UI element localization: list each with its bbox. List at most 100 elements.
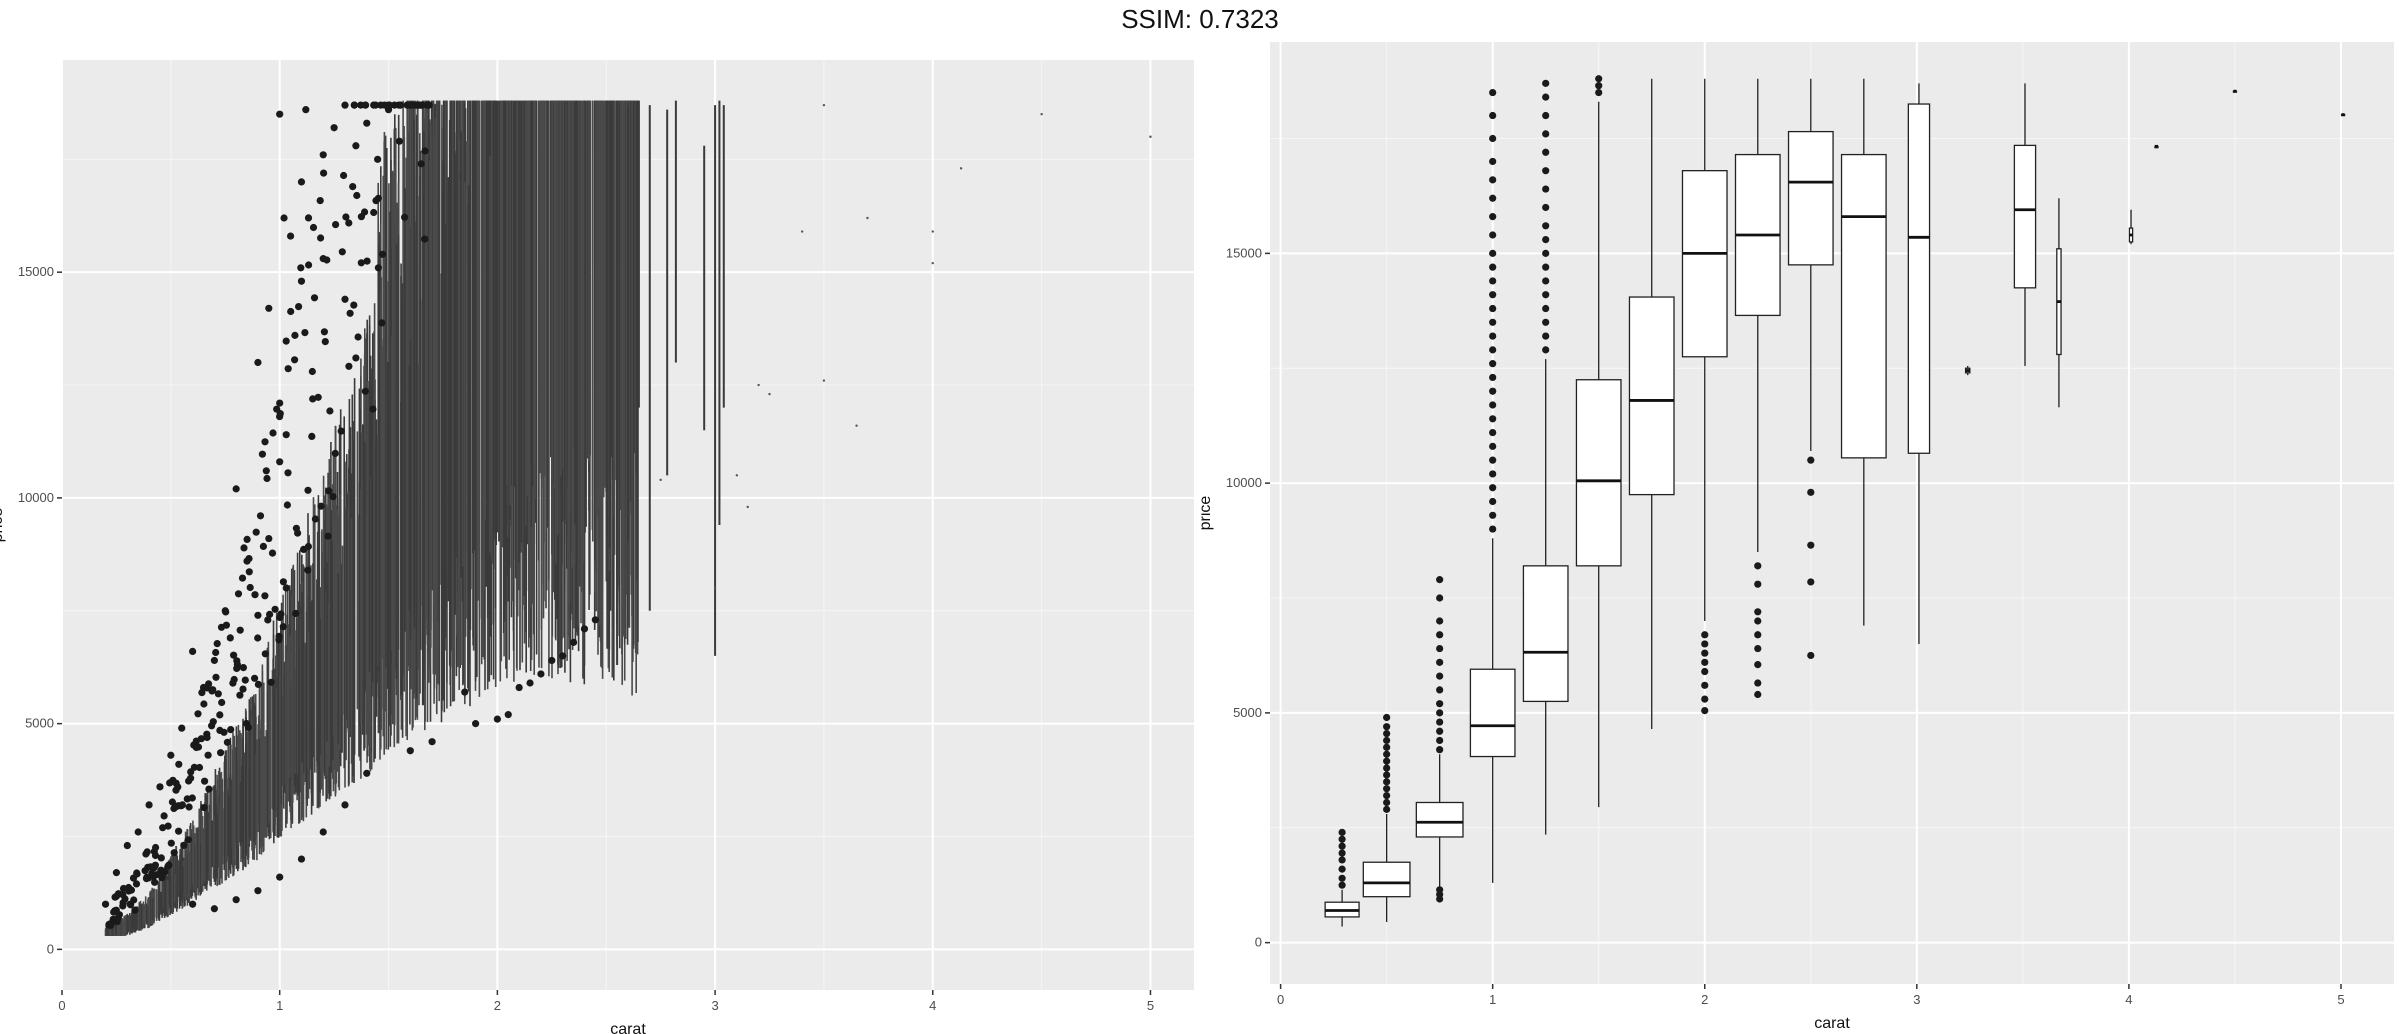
left-data-point	[164, 822, 172, 830]
left-data-point	[261, 438, 269, 446]
right-box-iqr	[1362, 861, 1411, 898]
right-box-outlier	[1383, 757, 1391, 765]
right-box-iqr	[1575, 379, 1622, 567]
right-box-group	[1522, 79, 1569, 835]
right-y-axis-title: price	[1200, 496, 1214, 531]
left-sparse-point	[959, 167, 963, 170]
right-box-group	[1681, 78, 1728, 715]
left-data-point	[245, 555, 253, 563]
left-data-point	[230, 651, 238, 659]
left-data-point	[580, 625, 589, 633]
left-data-point	[354, 333, 362, 341]
right-box-outlier	[1489, 249, 1497, 257]
left-data-point	[329, 493, 337, 501]
left-data-point	[292, 609, 300, 618]
left-data-point	[323, 256, 331, 264]
left-sparse-point	[1040, 112, 1043, 116]
left-data-point	[279, 623, 287, 631]
right-box-outlier	[1489, 360, 1497, 368]
right-box-outlier	[1489, 346, 1497, 354]
left-data-point	[362, 101, 370, 109]
right-box-iqr	[1628, 296, 1675, 496]
left-data-point	[326, 407, 334, 415]
left-data-point	[242, 719, 250, 728]
right-box-outlier	[1542, 318, 1550, 326]
left-data-point	[297, 277, 306, 285]
right-box-outlier	[1338, 881, 1346, 889]
right-box-outlier	[1383, 805, 1391, 813]
left-data-point	[119, 884, 128, 893]
left-data-point	[378, 319, 386, 327]
right-box-group	[1575, 75, 1622, 808]
left-data-point	[184, 836, 192, 844]
right-box-iqr	[2013, 144, 2037, 289]
left-data-point	[134, 828, 142, 836]
right-box-outlier	[1542, 291, 1550, 299]
right-boxplot-chart: 0 1 2 3 4 5 0 5000 10000 15000 carat price	[1200, 42, 2394, 1032]
right-box-outlier	[1489, 442, 1497, 450]
left-data-point	[396, 101, 404, 109]
left-data-point	[425, 101, 433, 109]
left-sparse-point	[1149, 135, 1152, 138]
right-box-outlier	[1489, 304, 1497, 313]
right-box-outlier	[1489, 157, 1497, 166]
right-box-outlier	[1754, 617, 1762, 625]
right-x-tick-label: 1	[1489, 992, 1496, 1007]
right-box-iqr	[1469, 668, 1516, 758]
left-x-tick-label: 5	[1147, 998, 1154, 1013]
right-box-outlier	[1489, 470, 1497, 478]
left-sparse-point	[757, 383, 760, 387]
right-box-iqr	[1840, 153, 1887, 459]
left-data-point	[148, 870, 156, 878]
left-point-cloud	[104, 100, 725, 936]
right-box-outlier	[1436, 746, 1444, 754]
right-box-outlier	[1489, 525, 1497, 533]
right-box-group	[2056, 198, 2062, 408]
left-data-point	[421, 147, 429, 155]
left-data-point	[342, 213, 350, 221]
right-box-outlier	[1489, 456, 1497, 464]
left-data-point	[151, 851, 160, 860]
left-data-point	[189, 647, 197, 656]
right-box-outlier	[1807, 456, 1815, 464]
left-data-point	[222, 608, 230, 616]
left-data-point	[548, 656, 556, 665]
right-box-outlier	[1542, 346, 1550, 354]
left-data-point	[275, 636, 283, 644]
right-box-outlier	[1489, 484, 1497, 492]
left-sparse-point	[735, 474, 739, 477]
right-box-outlier	[1436, 709, 1444, 717]
right-box-outlier	[1383, 792, 1391, 800]
left-data-point	[213, 640, 221, 648]
left-sparse-point	[822, 103, 826, 107]
left-data-point	[295, 303, 303, 311]
right-box-outlier	[1807, 651, 1815, 660]
right-box-outlier	[1754, 661, 1762, 669]
right-box-outlier	[1489, 387, 1497, 395]
right-box-outlier	[1489, 88, 1497, 97]
left-data-point	[210, 905, 218, 913]
left-y-tick-label: 10000	[18, 490, 54, 505]
right-box-group	[1907, 83, 1931, 644]
left-data-point	[337, 427, 345, 435]
left-data-point	[223, 738, 231, 746]
right-box-outlier	[1489, 277, 1497, 285]
right-box-outlier	[1489, 291, 1497, 299]
left-data-point	[236, 691, 244, 699]
left-data-point	[421, 235, 429, 243]
left-data-point	[277, 610, 285, 618]
left-data-point	[265, 534, 273, 543]
right-box-outlier	[1489, 134, 1497, 143]
left-data-point	[245, 568, 253, 576]
left-data-point	[317, 234, 325, 242]
right-box-group	[1469, 88, 1516, 883]
left-sparse-point	[822, 379, 826, 382]
right-box-iqr	[1415, 801, 1464, 838]
left-data-point	[406, 101, 414, 109]
right-box-outlier	[1436, 736, 1444, 745]
left-data-point	[273, 405, 281, 413]
left-x-tick-label: 3	[711, 998, 718, 1013]
left-data-point	[332, 221, 340, 229]
left-data-point	[372, 101, 380, 109]
left-data-point	[233, 664, 241, 673]
